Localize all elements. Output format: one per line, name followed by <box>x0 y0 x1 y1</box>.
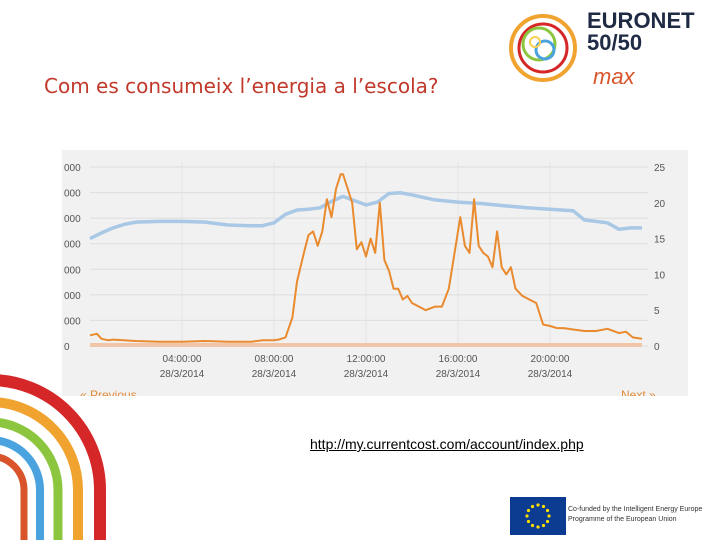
orange-series-line <box>89 173 643 343</box>
decorative-arcs <box>0 374 106 540</box>
eu-star-icon <box>541 523 546 528</box>
eu-flag-icon <box>510 497 566 535</box>
x-tick-label: 12:00:00 <box>347 354 386 365</box>
logo-line-3: max <box>593 64 635 89</box>
logo-line-1: EURONET <box>587 8 695 33</box>
eu-star-icon <box>545 519 550 524</box>
energy-chart-svg: 0000000000000000000000051015202504:00:00… <box>64 162 666 380</box>
source-url-link[interactable]: http://my.currentcost.com/account/index.… <box>310 436 584 452</box>
eu-line-2: Programme of the European Union <box>568 516 677 523</box>
x-tick-date-label: 28/3/2014 <box>160 369 205 380</box>
x-tick-label: 08:00:00 <box>255 354 294 365</box>
left-axis-tick-label: 000 <box>64 214 81 225</box>
right-axis-tick-label: 20 <box>654 199 666 210</box>
baseline-band <box>90 343 642 347</box>
logo-line-2: 50/50 <box>587 30 643 55</box>
eu-star-icon <box>536 525 540 529</box>
right-axis-tick-label: 15 <box>654 235 666 246</box>
left-axis-tick-label: 000 <box>64 189 81 200</box>
eu-star-icon <box>536 503 540 507</box>
next-link[interactable]: Next » <box>621 388 656 396</box>
x-tick-label: 04:00:00 <box>163 354 202 365</box>
left-axis-tick-label: 000 <box>64 291 81 302</box>
previous-link[interactable]: « Previous <box>80 388 137 396</box>
x-tick-label: 16:00:00 <box>439 354 478 365</box>
eu-star-icon <box>525 514 529 518</box>
eu-star-icon <box>530 504 535 509</box>
eu-funding-text: Co-funded by the Intelligent Energy Euro… <box>568 505 702 525</box>
right-axis-tick-label: 10 <box>654 270 666 281</box>
energy-chart: 0 000 000 000 000 000 000 000 0 5 10 15 20 25 04:00:00… <box>62 150 688 396</box>
left-axis-tick-label: 000 <box>64 316 81 327</box>
eu-line-1: Co-funded by the Intelligent Energy Euro… <box>568 506 703 513</box>
x-tick-date-label: 28/3/2014 <box>252 369 297 380</box>
right-axis-tick-label: 25 <box>654 163 666 174</box>
left-axis-tick-label: 000 <box>64 265 81 276</box>
eu-star-icon <box>545 508 550 513</box>
slide-title: Com es consumeix l’energia a l’escola? <box>44 74 439 98</box>
blue-series-line <box>89 191 642 241</box>
x-tick-date-label: 28/3/2014 <box>436 369 481 380</box>
left-axis-tick-label: 000 <box>64 163 81 174</box>
eu-star-icon <box>547 514 551 518</box>
eu-star-icon <box>526 508 531 513</box>
right-axis-tick-label: 5 <box>654 306 660 317</box>
eu-star-icon <box>526 519 531 524</box>
eu-star-icon <box>530 523 535 528</box>
right-axis-tick-label: 0 <box>654 342 660 353</box>
euronet-logo: EURONET 50/50 max <box>505 2 717 94</box>
left-axis-tick-label: 0 <box>64 342 70 353</box>
x-tick-date-label: 28/3/2014 <box>344 369 389 380</box>
x-tick-label: 20:00:00 <box>531 354 570 365</box>
x-tick-date-label: 28/3/2014 <box>528 369 573 380</box>
eu-star-icon <box>541 504 546 509</box>
left-axis-tick-label: 000 <box>64 240 81 251</box>
logo-circles-icon <box>509 14 577 82</box>
